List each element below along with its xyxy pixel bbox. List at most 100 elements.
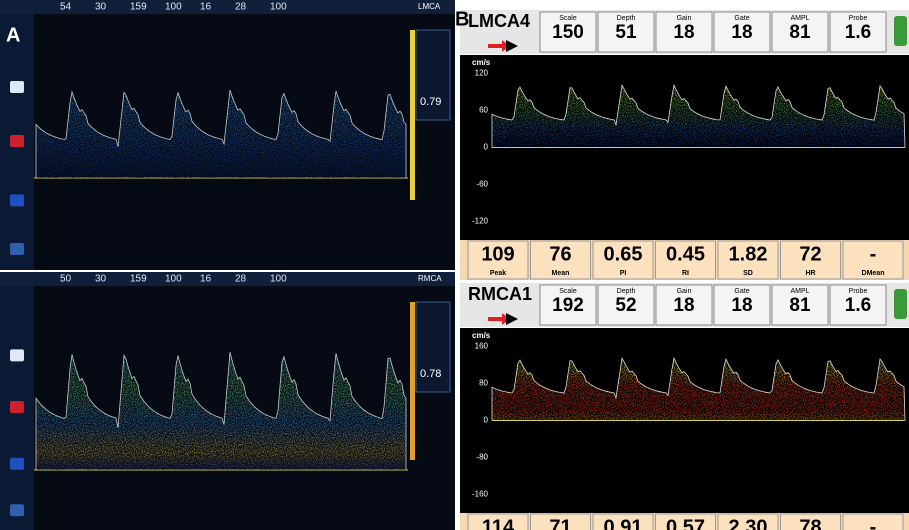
side-icon (10, 194, 24, 207)
readout-box (415, 301, 451, 393)
stat-cell (655, 240, 716, 280)
stat-value: 1.82 (729, 243, 768, 265)
stat-value: 76 (549, 243, 571, 265)
setting-box (597, 284, 655, 326)
stat-value: 0.91 (604, 516, 643, 530)
toolbar-value: 100 (165, 274, 182, 285)
scroll-button (894, 289, 907, 319)
stat-name: PI (620, 270, 627, 277)
setting-box (655, 11, 713, 53)
envelope (491, 356, 906, 421)
setting-box (539, 11, 597, 53)
stat-cell (592, 240, 654, 280)
stat-value: 2.30 (729, 516, 768, 530)
probe-arrow (488, 313, 510, 325)
screen-b: RMCA1 Scale192Depth52Gain18Gate18AMPL81Pr… (460, 283, 909, 530)
vessel-label: RMCA1 (468, 284, 532, 304)
stat-name: Mean (552, 270, 570, 277)
envelope (491, 83, 906, 148)
y-unit: cm/s (472, 331, 491, 340)
toolbar-value: 16 (200, 274, 212, 285)
setting-box (713, 284, 771, 326)
setting-name: Scale (559, 288, 577, 295)
side-icon (10, 243, 24, 255)
setting-box (655, 284, 713, 326)
y-tick-label: 80 (479, 379, 488, 388)
toolbar-value: 30 (95, 2, 107, 13)
pi-value: 0.79 (420, 96, 441, 108)
setting-name: AMPL (790, 15, 809, 22)
toolbar-value: 159 (130, 274, 147, 285)
setting-value: 1.6 (845, 22, 871, 43)
stat-cell (842, 240, 904, 280)
y-tick-label: 160 (475, 342, 489, 351)
setting-name: Scale (559, 15, 577, 22)
setting-value: 192 (552, 295, 584, 316)
stat-cell (717, 513, 779, 530)
toolbar-value: 100 (270, 2, 287, 13)
spectrum (492, 85, 905, 148)
envelope (35, 352, 407, 470)
probe-arrow (506, 40, 518, 52)
scroll-button (894, 16, 907, 46)
stat-cell (467, 513, 529, 530)
y-tick-label: 0 (484, 143, 489, 152)
setting-name: Depth (617, 15, 636, 22)
y-tick-label: -160 (472, 490, 489, 499)
stat-name: RI (682, 270, 689, 277)
toolbar-value: 16 (200, 2, 212, 13)
stat-name: HR (805, 270, 815, 277)
readout-box (415, 29, 451, 121)
setting-value: 81 (789, 22, 811, 43)
stat-value: - (870, 243, 877, 265)
stat-value: 0.57 (666, 516, 705, 530)
spectrum (36, 90, 406, 178)
setting-name: Gate (734, 288, 749, 295)
toolbar-value: 30 (95, 274, 107, 285)
side-icon (10, 349, 24, 362)
vessel-label: LMCA (418, 2, 441, 11)
side-icon (10, 135, 24, 147)
stat-cell (467, 240, 529, 280)
stat-value: 71 (549, 516, 571, 530)
setting-box (539, 284, 597, 326)
setting-value: 150 (552, 22, 584, 43)
toolbar (0, 0, 455, 14)
stat-value: 0.45 (666, 243, 705, 265)
screen-a: 54 30 159 100 16 28 100 LMCA 0.79 (0, 0, 455, 270)
y-tick-label: 120 (475, 69, 489, 78)
side-icon (10, 504, 24, 517)
stat-value: - (870, 516, 877, 530)
setting-value: 1.6 (845, 295, 871, 316)
toolbar-value: 54 (60, 2, 72, 13)
setting-box (771, 284, 829, 326)
setting-value: 18 (673, 22, 694, 43)
spectrum (36, 352, 406, 470)
stat-cell (842, 513, 904, 530)
setting-name: AMPL (790, 288, 809, 295)
side-icon (10, 81, 24, 93)
setting-name: Gate (734, 15, 749, 22)
stat-value: 0.65 (604, 243, 643, 265)
toolbar (0, 272, 455, 286)
color-bar (410, 302, 415, 460)
setting-value: 18 (673, 295, 694, 316)
toolbar-value: 50 (60, 274, 72, 285)
y-unit: cm/s (472, 58, 491, 67)
stat-cell (592, 513, 654, 530)
stat-cell (717, 240, 779, 280)
setting-value: 18 (731, 22, 752, 43)
panel-label: A (6, 24, 20, 46)
setting-value: 52 (615, 295, 636, 316)
setting-box (597, 11, 655, 53)
stat-name: DMean (862, 270, 885, 277)
y-tick-label: 60 (479, 106, 488, 115)
vessel-label: RMCA (418, 274, 442, 283)
setting-name: Probe (849, 15, 868, 22)
setting-value: 51 (615, 22, 637, 43)
stat-cell (780, 513, 841, 530)
spectrum (492, 358, 905, 421)
pi-value: 0.78 (420, 368, 441, 380)
stat-value: 72 (799, 243, 821, 265)
